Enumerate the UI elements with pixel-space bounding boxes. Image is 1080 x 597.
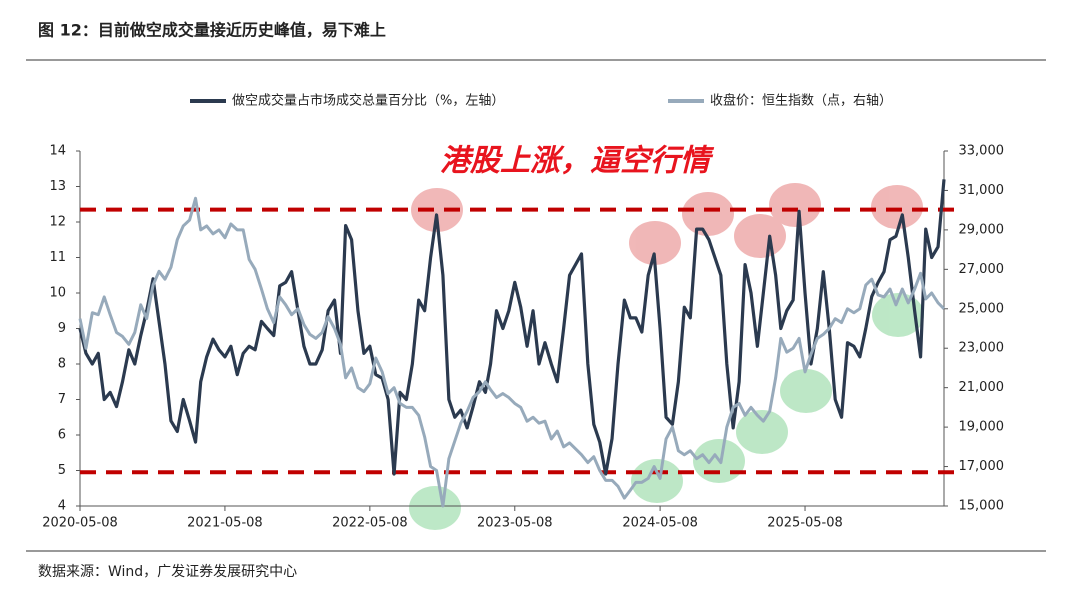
x-tick-label: 2024-05-08: [622, 516, 698, 531]
y2-tick-label: 17,000: [959, 459, 1005, 474]
y-tick-label: 9: [58, 321, 66, 336]
x-tick-label: 2022-05-08: [332, 516, 408, 531]
trough-circle: [736, 410, 788, 454]
y2-tick-label: 27,000: [959, 262, 1005, 277]
y-tick-label: 6: [58, 428, 66, 443]
y2-tick-label: 33,000: [959, 144, 1005, 159]
highlights: [409, 183, 924, 530]
x-tick-label: 2021-05-08: [187, 516, 263, 531]
source-note: 数据来源：Wind，广发证券发展研究中心: [38, 564, 297, 580]
y2-tick-label: 23,000: [959, 341, 1005, 356]
peak-circle: [769, 183, 821, 227]
series-line: [78, 196, 946, 508]
legend-label: 做空成交量占市场成交总量百分比（%，左轴）: [232, 93, 504, 109]
annotation: 港股上涨，逼空行情: [440, 144, 715, 179]
series-line: [78, 179, 946, 476]
peak-circle: [629, 221, 681, 265]
y-tick-label: 11: [49, 250, 66, 265]
y2-tick-label: 21,000: [959, 380, 1005, 395]
trough-circle: [780, 369, 832, 413]
peak-circle: [682, 192, 734, 236]
y-tick-label: 8: [58, 357, 66, 372]
y2-tick-label: 31,000: [959, 183, 1005, 198]
y-tick-label: 7: [58, 392, 66, 407]
y-tick-label: 14: [49, 144, 66, 159]
y-tick-label: 13: [49, 179, 66, 194]
y-tick-label: 5: [58, 463, 66, 478]
peak-circle: [871, 185, 923, 229]
trough-circle: [409, 486, 461, 530]
y-tick-label: 4: [58, 499, 66, 514]
x-tick-label: 2023-05-08: [477, 516, 553, 531]
trough-circle: [631, 459, 683, 503]
x-tick-label: 2025-05-08: [767, 516, 843, 531]
peak-circle: [734, 214, 786, 258]
chart-title: 图 12：目前做空成交量接近历史峰值，易下难上: [38, 21, 386, 40]
y2-tick-label: 19,000: [959, 420, 1005, 435]
legend-label: 收盘价：恒生指数（点，右轴）: [710, 93, 892, 109]
x-tick-label: 2020-05-08: [42, 516, 118, 531]
peak-circle: [411, 188, 463, 232]
y2-tick-label: 15,000: [959, 499, 1005, 514]
y-tick-label: 12: [49, 215, 66, 230]
y-tick-label: 10: [49, 286, 66, 301]
y2-tick-label: 29,000: [959, 222, 1005, 237]
y2-tick-label: 25,000: [959, 301, 1005, 316]
trough-circle: [872, 293, 924, 337]
